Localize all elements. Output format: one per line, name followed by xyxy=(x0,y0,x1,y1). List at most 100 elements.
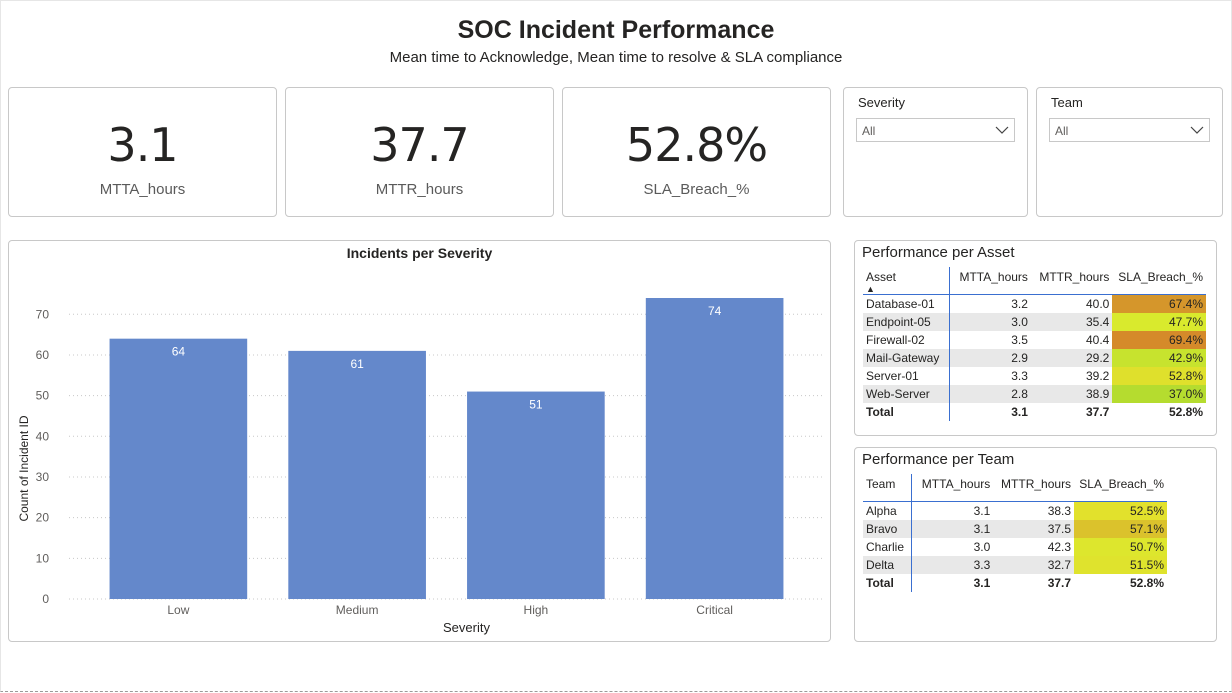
slicer-selected-value: All xyxy=(862,124,876,138)
severity-slicer: Severity All xyxy=(843,87,1028,217)
table-row[interactable]: Database-01 3.2 40.0 67.4% xyxy=(863,294,1206,313)
kpi-label: SLA_Breach_% xyxy=(643,181,750,198)
sla-breach-cell: 52.5% xyxy=(1074,501,1167,520)
table-row[interactable]: Alpha 3.1 38.3 52.5% xyxy=(863,501,1167,520)
mtta-cell: 2.8 xyxy=(949,385,1031,403)
table-row[interactable]: Endpoint-05 3.0 35.4 47.7% xyxy=(863,313,1206,331)
table-row[interactable]: Charlie 3.0 42.3 50.7% xyxy=(863,538,1167,556)
y-tick-label: 40 xyxy=(36,429,50,443)
total-mtta: 3.1 xyxy=(949,403,1031,421)
y-tick-label: 70 xyxy=(36,307,50,321)
column-header-sla[interactable]: SLA_Breach_% xyxy=(1079,477,1164,491)
table-title: Performance per Team xyxy=(862,451,1015,468)
sla-breach-cell: 69.4% xyxy=(1112,331,1206,349)
mttr-cell: 40.4 xyxy=(1085,333,1110,347)
column-header-mttr[interactable]: MTTR_hours xyxy=(1001,477,1072,491)
kpi-card-mttr[interactable]: 37.7 MTTR_hours xyxy=(285,87,554,217)
bar-medium xyxy=(288,350,426,599)
sla-breach-cell: 57.1% xyxy=(1074,520,1167,538)
x-axis-title: Severity xyxy=(443,620,490,635)
x-tick-label: Low xyxy=(167,603,189,617)
page-title: SOC Incident Performance xyxy=(457,16,775,44)
chart-title: Incidents per Severity xyxy=(346,245,493,261)
x-tick-label: High xyxy=(524,603,549,617)
table-row[interactable]: Server-01 3.3 39.2 52.8% xyxy=(863,367,1206,385)
table-row[interactable]: Firewall-02 3.5 40.4 69.4% xyxy=(863,331,1206,349)
sla-breach-cell: 37.0% xyxy=(1112,385,1206,403)
mttr-cell: 38.9 xyxy=(1030,385,1113,403)
total-label: Total xyxy=(863,574,913,592)
kpi-value: 52.8% xyxy=(625,118,768,172)
x-tick-label: Critical xyxy=(696,603,733,617)
row-label: Charlie xyxy=(863,538,913,556)
incidents-per-severity-chart[interactable]: Incidents per Severity 0 10 20 30 40 50 60 70 64… xyxy=(8,240,831,642)
mttr-cell: 42.3 xyxy=(1047,540,1072,554)
kpi-label: MTTA_hours xyxy=(99,181,186,198)
total-sla-breach: 52.8% xyxy=(1112,403,1206,421)
bar-critical xyxy=(645,298,784,599)
bar-chart-svg: 0 10 20 30 40 50 60 70 64 Low 61 Medium 51 High 74 Crit… xyxy=(17,298,824,635)
table-row[interactable]: Delta 3.3 32.7 51.5% xyxy=(863,556,1167,574)
page-subtitle: Mean time to Acknowledge, Mean time to r… xyxy=(389,49,843,66)
table-row[interactable]: Web-Server 2.8 38.9 37.0% xyxy=(863,385,1206,403)
mtta-cell: 3.1 xyxy=(911,520,994,538)
slicer-title: Team xyxy=(1051,95,1083,110)
slicer-title: Severity xyxy=(858,95,905,110)
sla-breach-cell: 47.7% xyxy=(1112,313,1206,331)
column-header-sla[interactable]: SLA_Breach_% xyxy=(1118,270,1203,284)
column-header-mtta[interactable]: MTTA_hours xyxy=(959,270,1028,284)
mttr-cell: 32.7 xyxy=(993,556,1075,574)
asset-matrix: Asset ▲ MTTA_hours MTTR_hours SLA_Breach_… xyxy=(863,267,1206,421)
total-sla-breach: 52.8% xyxy=(1074,574,1167,592)
row-label: Alpha xyxy=(863,501,913,520)
y-tick-label: 50 xyxy=(36,389,50,403)
mtta-cell: 2.9 xyxy=(949,349,1031,367)
table-title: Performance per Asset xyxy=(862,244,1015,261)
total-row: Total 3.1 37.7 52.8% xyxy=(863,403,1206,421)
row-label: Database-01 xyxy=(863,294,950,313)
total-mttr: 37.7 xyxy=(1030,403,1113,421)
mttr-cell: 35.4 xyxy=(1030,313,1113,331)
kpi-card-mtta[interactable]: 3.1 MTTA_hours xyxy=(8,87,277,217)
y-tick-label: 60 xyxy=(36,348,50,362)
row-label: Delta xyxy=(863,556,913,574)
severity-dropdown[interactable]: All xyxy=(856,118,1015,142)
team-matrix: Team MTTA_hours MTTR_hours SLA_Breach_% … xyxy=(863,474,1167,592)
x-tick-label: Medium xyxy=(336,603,379,617)
y-axis-title: Count of Incident ID xyxy=(17,415,31,521)
bar-data-label: 51 xyxy=(529,398,543,412)
sla-breach-cell: 52.8% xyxy=(1112,367,1206,385)
table-row[interactable]: Mail-Gateway 2.9 29.2 42.9% xyxy=(863,349,1206,367)
mtta-cell: 3.0 xyxy=(973,540,991,554)
kpi-label: MTTR_hours xyxy=(375,181,464,198)
team-performance-table[interactable]: Performance per Team Team MTTA_hours MTT… xyxy=(854,447,1217,642)
mttr-cell: 29.2 xyxy=(1030,349,1113,367)
mtta-cell: 3.3 xyxy=(1011,369,1028,383)
mtta-cell: 3.2 xyxy=(949,294,1031,313)
column-header-asset[interactable]: Asset ▲ xyxy=(863,267,950,295)
row-label: Firewall-02 xyxy=(863,331,950,349)
chevron-down-icon xyxy=(995,126,1009,134)
mttr-cell: 40.0 xyxy=(1030,294,1113,313)
mtta-cell: 3.0 xyxy=(949,313,1031,331)
column-header-team[interactable]: Team xyxy=(863,474,913,502)
mttr-cell: 37.5 xyxy=(993,520,1075,538)
kpi-value: 3.1 xyxy=(107,118,178,172)
team-dropdown[interactable]: All xyxy=(1049,118,1210,142)
column-header-mttr[interactable]: MTTR_hours xyxy=(1039,270,1110,284)
column-header-mtta[interactable]: MTTA_hours xyxy=(921,477,991,491)
table-row[interactable]: Bravo 3.1 37.5 57.1% xyxy=(863,520,1167,538)
sla-breach-cell: 50.7% xyxy=(1074,538,1167,556)
kpi-card-sla-breach[interactable]: 52.8% SLA_Breach_% xyxy=(562,87,831,217)
mttr-cell: 39.2 xyxy=(1085,369,1110,383)
asset-performance-table[interactable]: Performance per Asset Asset ▲ MTTA_hours … xyxy=(854,240,1217,436)
bar-data-label: 74 xyxy=(708,304,722,318)
mttr-cell: 38.3 xyxy=(993,501,1075,520)
y-tick-label: 10 xyxy=(36,551,50,565)
bar-data-label: 64 xyxy=(172,345,186,359)
team-slicer: Team All xyxy=(1036,87,1223,217)
row-label: Bravo xyxy=(863,520,913,538)
sort-ascending-icon: ▲ xyxy=(866,284,875,294)
row-label: Web-Server xyxy=(863,385,950,403)
y-tick-label: 20 xyxy=(36,511,50,525)
